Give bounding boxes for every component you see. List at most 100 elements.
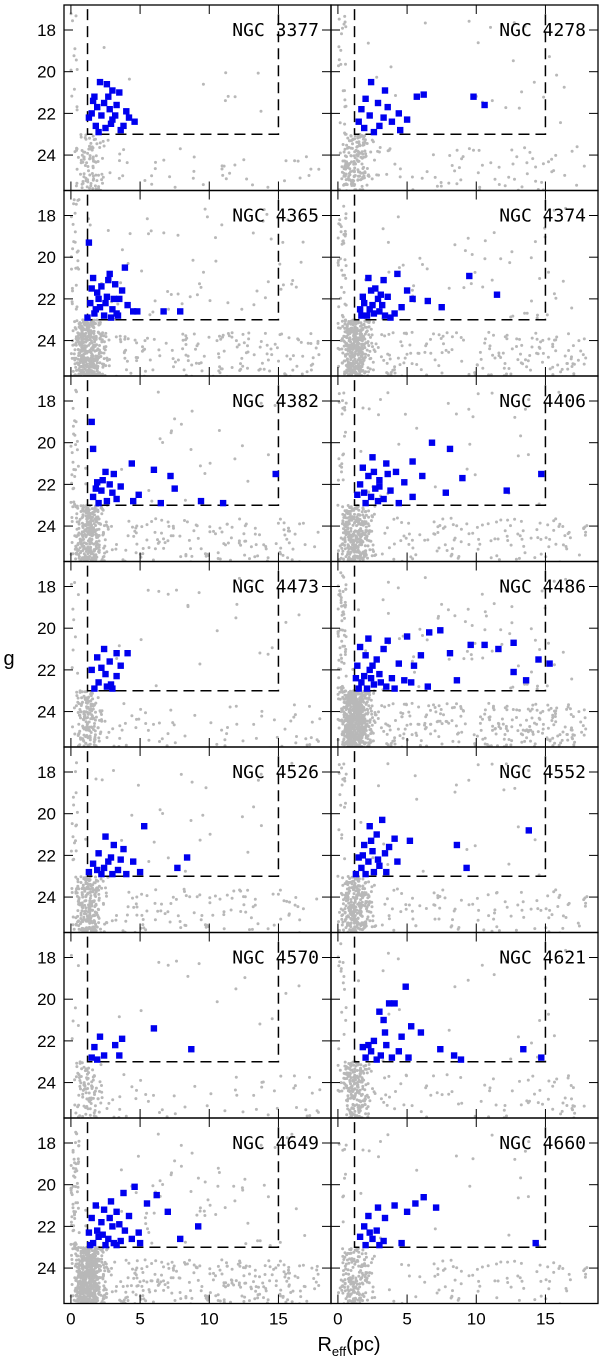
selected-point (107, 314, 115, 321)
gray-point (397, 266, 401, 270)
selected-point (113, 495, 120, 503)
gray-point (357, 336, 361, 340)
gray-point (526, 359, 530, 363)
gray-point (413, 670, 416, 674)
gray-point (178, 534, 182, 538)
gray-point (401, 736, 405, 740)
selected-point (94, 479, 101, 486)
gray-point (342, 527, 345, 531)
gray-point (343, 98, 347, 102)
gray-point (511, 314, 515, 318)
gray-point (576, 358, 580, 362)
gray-point (367, 691, 371, 695)
gray-point (74, 420, 78, 424)
gray-point (137, 717, 141, 721)
gray-point (282, 528, 286, 532)
gray-point (259, 109, 263, 113)
gray-point (342, 661, 346, 665)
gray-point (343, 605, 347, 609)
gray-point (372, 512, 376, 516)
gray-point (554, 517, 558, 521)
gray-point (74, 14, 78, 18)
gray-point (86, 705, 90, 709)
gray-point (84, 535, 88, 539)
gray-point (311, 362, 315, 366)
gray-point (489, 25, 492, 29)
gray-point (76, 593, 80, 597)
gray-point (352, 184, 356, 187)
gray-points (336, 571, 588, 747)
selected-point (100, 864, 108, 872)
gray-point (84, 368, 88, 372)
gray-point (75, 361, 79, 365)
gray-point (341, 522, 344, 526)
gray-point (278, 262, 282, 266)
gray-point (82, 694, 86, 698)
y-tick-label: 20 (37, 619, 56, 638)
gray-point (218, 526, 222, 530)
gray-point (104, 891, 108, 895)
gray-point (369, 519, 373, 523)
gray-point (88, 144, 91, 148)
gray-point (153, 530, 157, 534)
gray-point (368, 718, 372, 722)
gray-point (70, 451, 74, 455)
gray-point (222, 164, 226, 168)
selected-point (131, 118, 138, 125)
selected-point (495, 645, 502, 653)
gray-point (252, 303, 256, 307)
gray-point (103, 544, 107, 548)
gray-point (216, 551, 220, 555)
gray-point (362, 741, 366, 745)
gray-point (169, 431, 173, 435)
gray-point (445, 331, 449, 335)
selected-points (84, 239, 184, 321)
gray-point (527, 769, 531, 773)
gray-point (156, 909, 160, 913)
gray-point (159, 909, 163, 913)
gray-point (531, 732, 535, 736)
selected-point (103, 683, 111, 690)
gray-point (577, 339, 581, 343)
gray-point (246, 850, 250, 854)
gray-point (292, 703, 296, 707)
gray-point (344, 533, 348, 537)
gray-point (93, 910, 97, 914)
gray-point (71, 19, 74, 23)
gray-point (339, 536, 343, 540)
gray-point (196, 536, 200, 540)
gray-point (338, 257, 342, 261)
gray-point (75, 167, 79, 171)
gray-point (518, 337, 521, 341)
gray-point (73, 150, 77, 154)
gray-point (340, 313, 344, 317)
gray-point (451, 739, 455, 743)
gray-point (503, 335, 507, 339)
gray-point (356, 723, 360, 727)
gray-point (363, 544, 367, 548)
gray-point (169, 708, 173, 712)
gray-point (84, 880, 88, 884)
gray-point (451, 547, 454, 551)
gray-point (156, 541, 160, 545)
gray-point (81, 318, 85, 322)
gray-point (79, 172, 82, 176)
gray-point (483, 712, 487, 716)
gray-point (454, 412, 458, 416)
gray-point (305, 743, 309, 747)
gray-point (453, 169, 457, 173)
gray-point (547, 545, 551, 549)
gray-point (343, 14, 347, 18)
gray-point (148, 313, 152, 317)
selection-box (86, 565, 280, 692)
selection-box (353, 380, 547, 506)
gray-point (235, 345, 239, 349)
gray-point (584, 530, 588, 534)
gray-point (511, 59, 515, 63)
gray-point (357, 530, 361, 534)
gray-point (337, 658, 341, 662)
gray-point (87, 915, 91, 919)
gray-point (337, 58, 341, 62)
gray-point (258, 533, 261, 537)
gray-point (342, 204, 346, 208)
